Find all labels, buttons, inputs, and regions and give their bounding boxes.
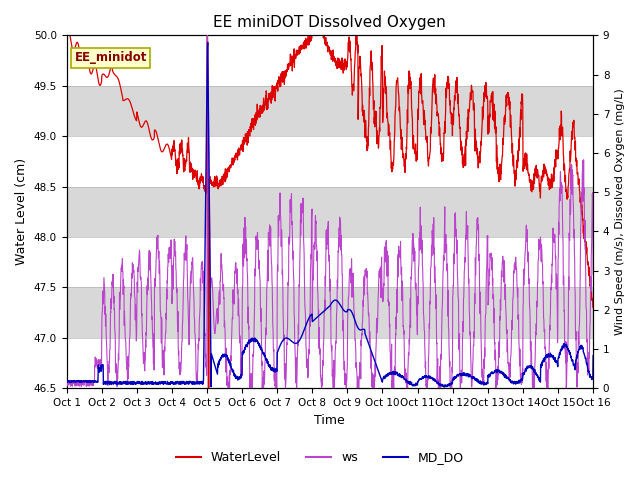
Line: ws: ws [67, 36, 593, 388]
Y-axis label: Water Level (cm): Water Level (cm) [15, 158, 28, 265]
ws [204, 33, 211, 38]
MD_DO [575, 349, 582, 355]
MD_DO [63, 379, 70, 385]
MD_DO [90, 379, 97, 385]
MD_DO [305, 315, 313, 321]
ws [589, 272, 597, 277]
ws [319, 362, 327, 368]
WaterLevel [204, 27, 211, 33]
MD_DO [574, 348, 582, 354]
Legend: WaterLevel, ws, MD_DO: WaterLevel, ws, MD_DO [171, 446, 469, 469]
Text: EE_minidot: EE_minidot [74, 51, 147, 64]
MD_DO [478, 380, 486, 385]
WaterLevel [90, 65, 97, 71]
ws [574, 370, 582, 376]
Y-axis label: Wind Speed (m/s), Dissolved Oxygen (mg/L): Wind Speed (m/s), Dissolved Oxygen (mg/L… [615, 88, 625, 335]
WaterLevel [305, 42, 313, 48]
Bar [67, 36, 593, 86]
X-axis label: Time: Time [314, 414, 345, 427]
ws [63, 380, 70, 385]
Line: WaterLevel: WaterLevel [67, 30, 593, 388]
ws [305, 350, 313, 356]
Bar [67, 237, 593, 288]
Title: EE miniDOT Dissolved Oxygen: EE miniDOT Dissolved Oxygen [213, 15, 446, 30]
WaterLevel [204, 385, 212, 391]
MD_DO [440, 384, 448, 390]
Line: MD_DO: MD_DO [67, 42, 593, 387]
WaterLevel [63, 33, 70, 38]
MD_DO [319, 309, 326, 315]
Bar [67, 136, 593, 187]
WaterLevel [478, 128, 486, 134]
Bar [67, 338, 593, 388]
WaterLevel [589, 305, 597, 311]
ws [575, 329, 582, 335]
MD_DO [589, 353, 597, 359]
WaterLevel [319, 29, 327, 35]
WaterLevel [574, 175, 582, 181]
WaterLevel [575, 181, 582, 187]
ws [90, 383, 97, 388]
MD_DO [204, 39, 212, 45]
ws [224, 385, 232, 391]
ws [478, 355, 486, 361]
